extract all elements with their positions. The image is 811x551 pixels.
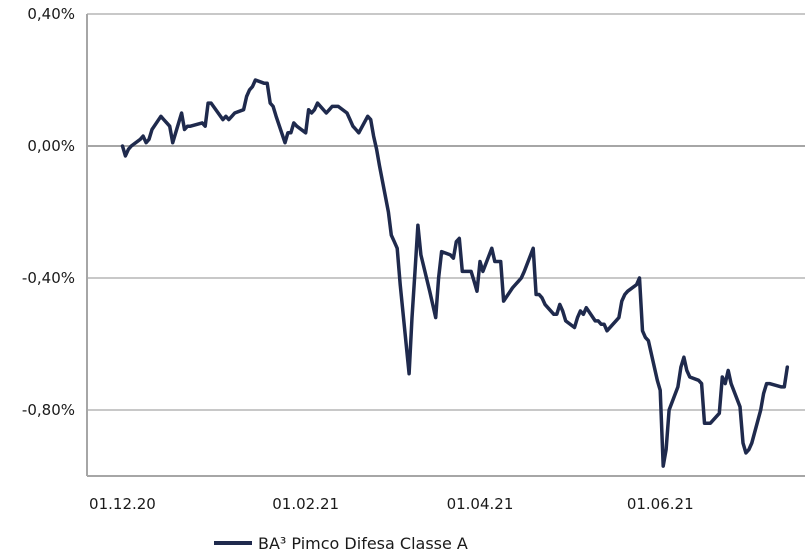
- x-tick-label: 01.12.20: [89, 495, 156, 513]
- axes: [87, 14, 805, 476]
- gridlines: [87, 14, 805, 410]
- y-tick-label: -0,40%: [22, 269, 75, 287]
- series-line: [123, 80, 788, 466]
- legend-label: BA³ Pimco Difesa Classe A: [258, 534, 468, 551]
- y-tick-label: 0,00%: [27, 137, 75, 155]
- series-lines: [123, 80, 788, 466]
- x-tick-label: 01.02.21: [272, 495, 339, 513]
- x-tick-label: 01.04.21: [447, 495, 514, 513]
- y-tick-label: -0,80%: [22, 401, 75, 419]
- y-tick-labels: 0,40% 0,00% -0,40% -0,80%: [22, 5, 75, 419]
- x-tick-label: 01.06.21: [627, 495, 694, 513]
- legend: BA³ Pimco Difesa Classe A: [214, 534, 468, 551]
- x-tick-labels: 01.12.20 01.02.21 01.04.21 01.06.21: [89, 495, 694, 513]
- y-tick-label: 0,40%: [27, 5, 75, 23]
